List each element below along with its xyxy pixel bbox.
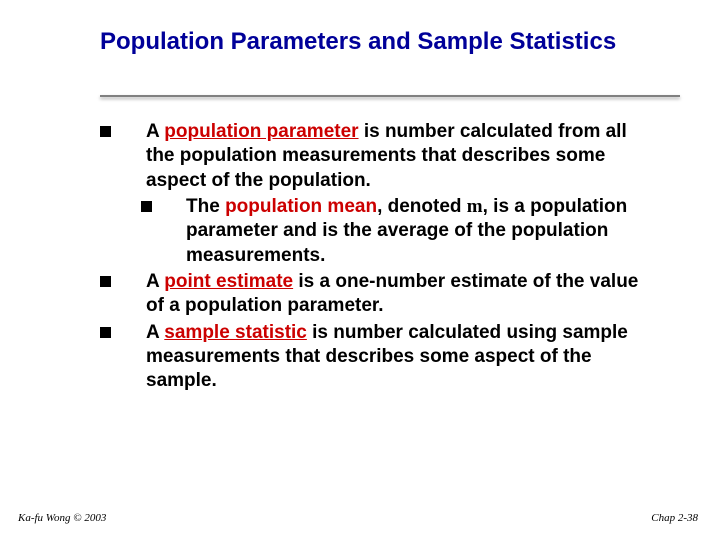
- square-bullet-icon: [100, 126, 111, 137]
- bullet-level-1: A population parameter is number calcula…: [100, 120, 660, 193]
- footer-left: Ka-fu Wong © 2003: [18, 512, 106, 524]
- slide-body: A population parameter is number calcula…: [100, 120, 660, 395]
- text-segment: point estimate: [164, 271, 293, 292]
- text-segment: m: [467, 196, 483, 217]
- bullet-level-1: A point estimate is a one-number estimat…: [100, 270, 660, 319]
- text-segment: A: [146, 271, 164, 292]
- title-underline: [100, 95, 680, 97]
- title-block: Population Parameters and Sample Statist…: [100, 28, 680, 57]
- footer-right: Chap 2-38: [651, 512, 698, 524]
- slide-title: Population Parameters and Sample Statist…: [100, 28, 680, 57]
- text-segment: A: [146, 121, 164, 142]
- text-segment: The: [186, 196, 225, 217]
- text-segment: population parameter: [164, 121, 358, 142]
- square-bullet-icon: [100, 276, 111, 287]
- square-bullet-icon: [141, 201, 152, 212]
- square-bullet-icon: [100, 327, 111, 338]
- bullet-level-1: A sample statistic is number calculated …: [100, 321, 660, 394]
- text-segment: sample statistic: [164, 322, 307, 343]
- bullet-level-2: The population mean, denoted m, is a pop…: [100, 195, 660, 268]
- text-segment: A: [146, 322, 164, 343]
- text-segment: , denoted: [377, 196, 467, 217]
- slide: Population Parameters and Sample Statist…: [0, 0, 720, 540]
- text-segment: population mean: [225, 196, 377, 217]
